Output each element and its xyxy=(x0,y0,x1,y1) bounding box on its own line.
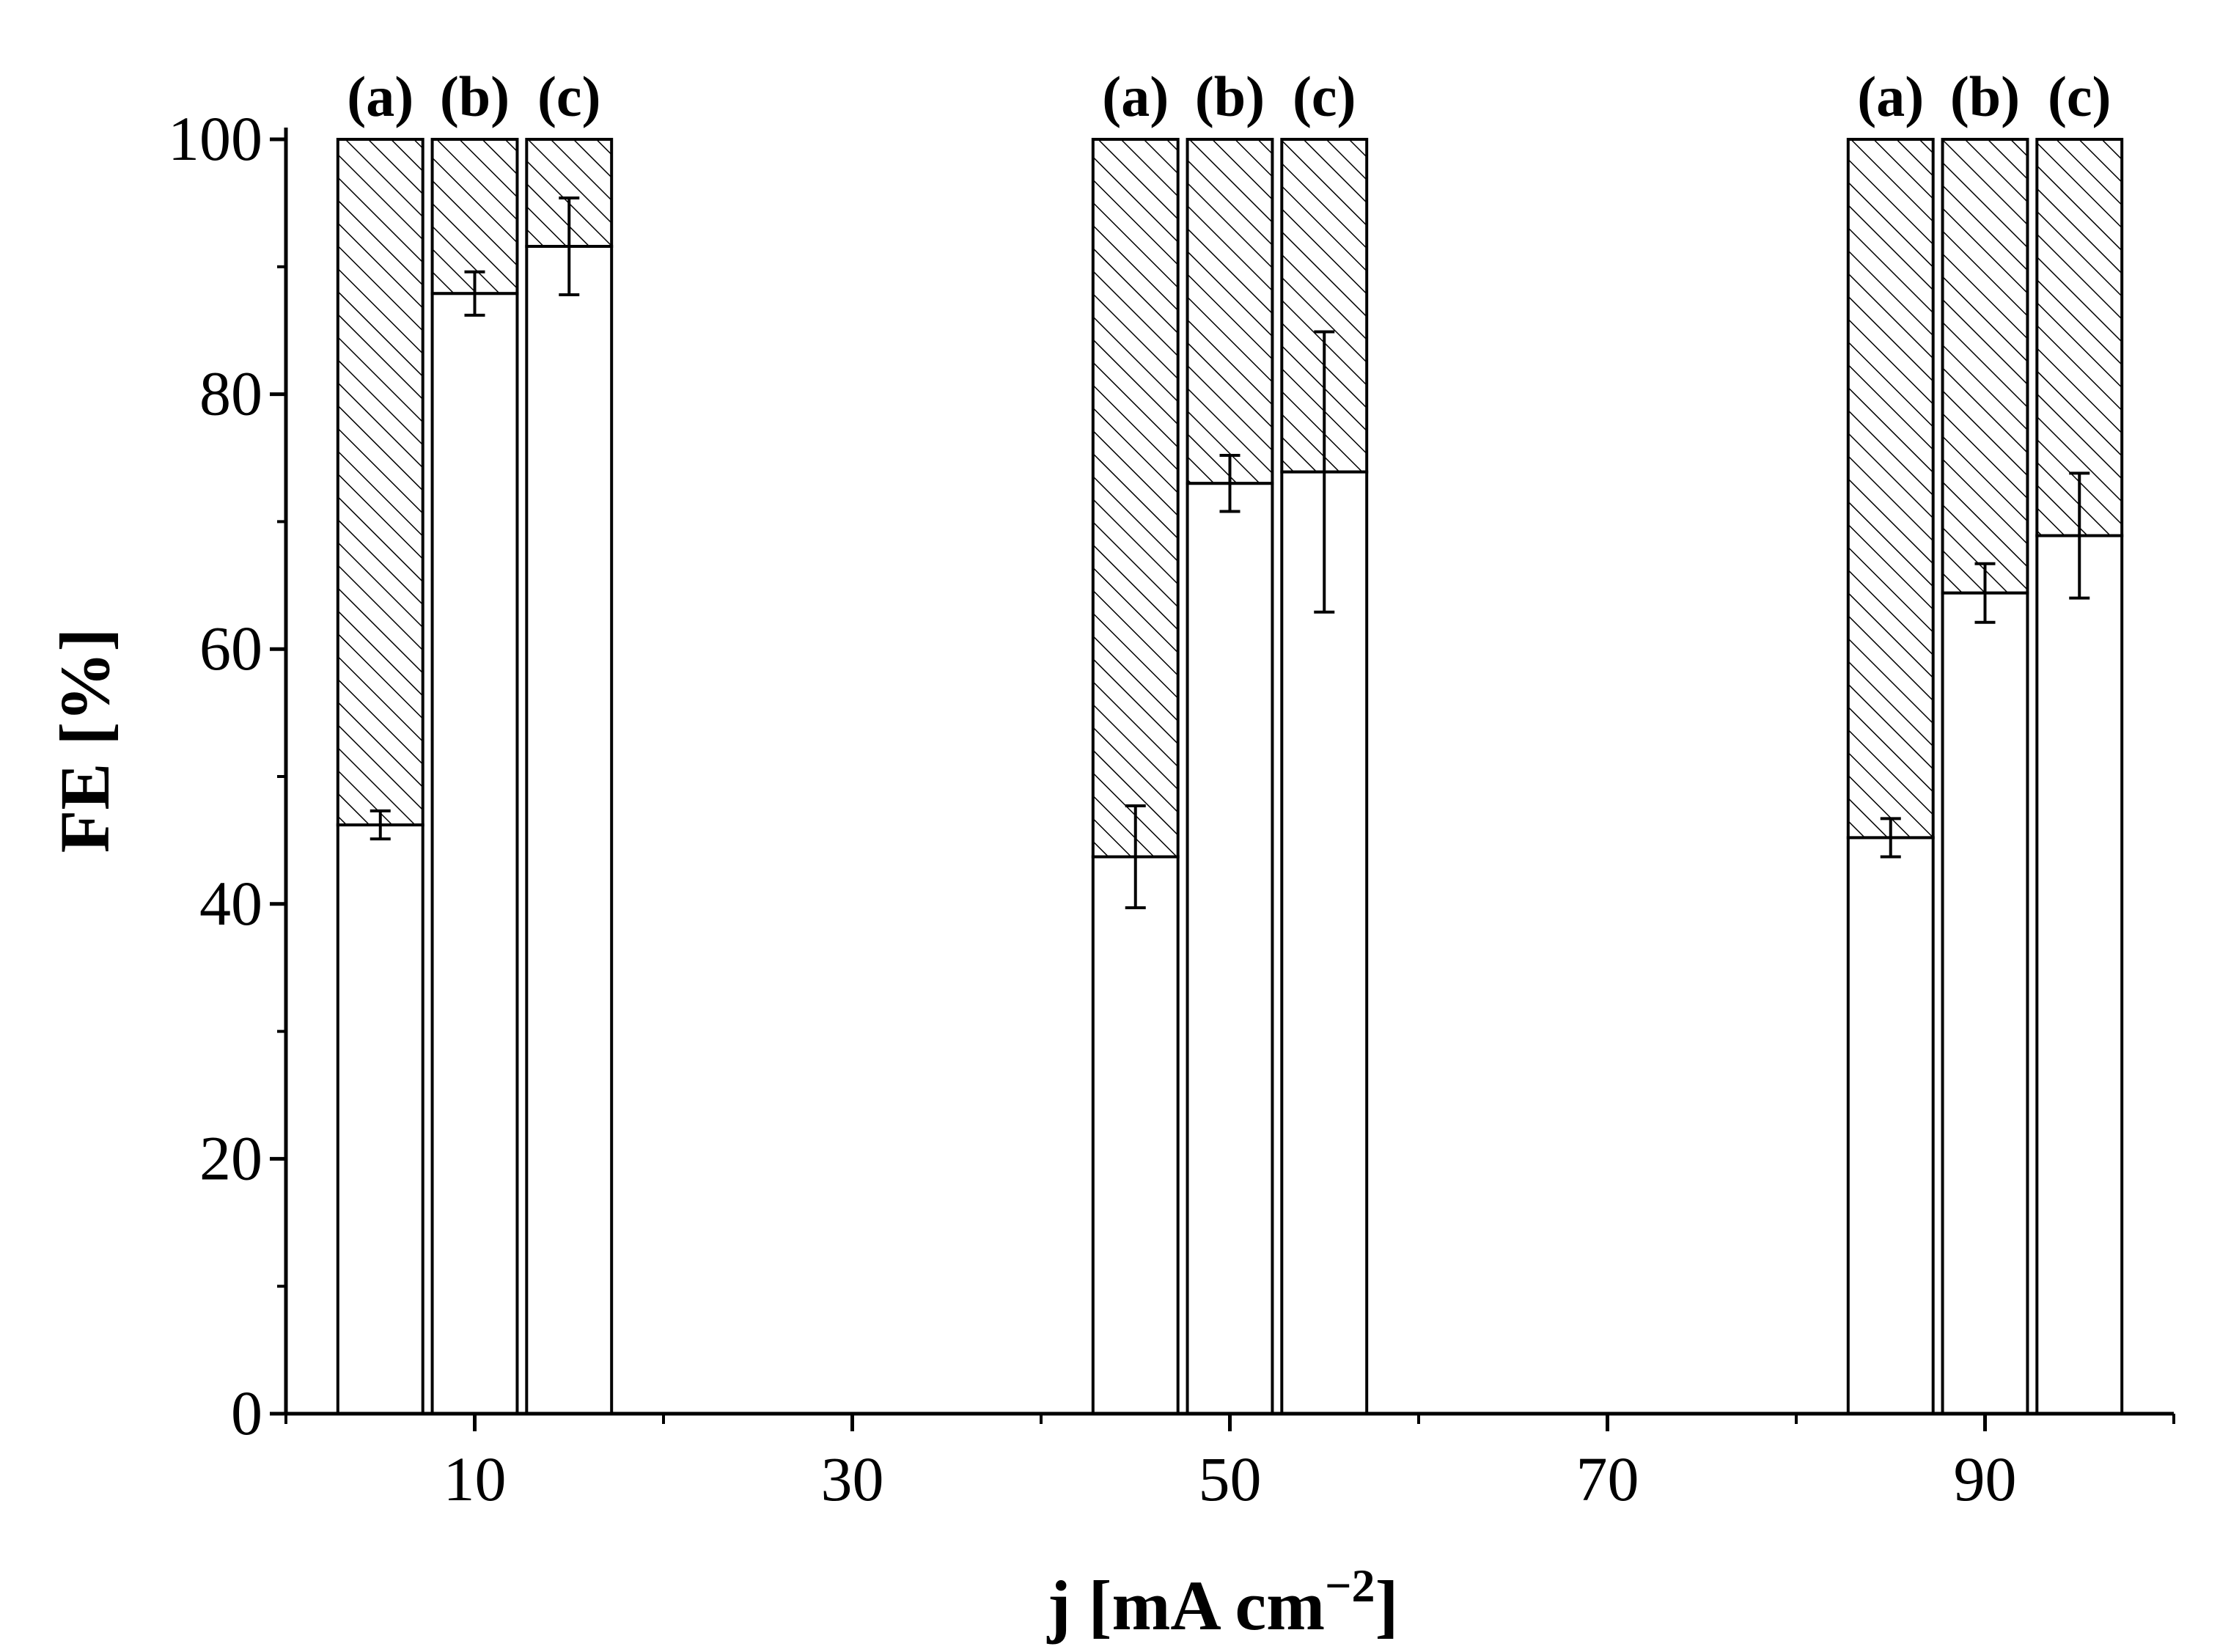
bar-hatched-segment-j90-b xyxy=(1941,138,2029,595)
bar-fe-segment-j90-a xyxy=(1846,836,1935,1415)
x-tick-label-90: 90 xyxy=(1954,1444,2017,1514)
y-tick-label-40: 40 xyxy=(199,868,262,939)
y-axis-title: FE [%] xyxy=(45,628,124,853)
bar-fe-segment-j50-c xyxy=(1280,470,1369,1415)
bar-fe-segment-j10-b xyxy=(430,292,519,1416)
bar-label-j10-b: (b) xyxy=(440,65,510,128)
y-tick-label-80: 80 xyxy=(199,359,262,429)
x-axis-title-sup: −2 xyxy=(1325,1560,1375,1612)
x-tick-label-30: 30 xyxy=(821,1444,884,1514)
y-tick-label-60: 60 xyxy=(199,613,262,683)
bar-hatched-segment-j50-b xyxy=(1186,138,1274,485)
bar-label-j50-a: (a) xyxy=(1102,65,1169,128)
y-tick-label-0: 0 xyxy=(231,1378,262,1448)
bar-fe-segment-j90-c xyxy=(2035,534,2124,1416)
bars-layer xyxy=(336,138,2124,1416)
x-axis-title: j [mA cm−2] xyxy=(1047,1560,1399,1645)
bar-label-j10-a: (a) xyxy=(347,65,414,128)
bar-fe-segment-j10-c xyxy=(525,244,614,1416)
bar-label-j50-c: (c) xyxy=(1293,65,1356,128)
bar-fe-segment-j50-a xyxy=(1091,855,1180,1415)
bar-hatched-segment-j90-c xyxy=(2035,138,2124,537)
bar-label-j90-b: (b) xyxy=(1950,65,2020,128)
bar-fe-segment-j90-b xyxy=(1941,591,2029,1415)
bar-fe-segment-j50-b xyxy=(1186,482,1274,1415)
bar-hatched-segment-j10-b xyxy=(430,138,519,295)
bar-hatched-segment-j10-a xyxy=(336,138,424,827)
x-tick-label-10: 10 xyxy=(444,1444,507,1514)
x-tick-label-50: 50 xyxy=(1199,1444,1262,1514)
bar-label-j90-a: (a) xyxy=(1857,65,1924,128)
bar-label-j90-c: (c) xyxy=(2048,65,2111,128)
bar-fe-segment-j10-a xyxy=(336,823,424,1415)
x-tick-label-70: 70 xyxy=(1576,1444,1639,1514)
bar-label-j50-b: (b) xyxy=(1195,65,1265,128)
bar-hatched-segment-j50-a xyxy=(1091,138,1180,859)
x-axis-title-main: j [mA cm xyxy=(1047,1566,1326,1645)
x-axis-title-close: ] xyxy=(1375,1566,1399,1645)
y-tick-label-20: 20 xyxy=(199,1123,262,1193)
axes-layer xyxy=(270,128,2175,1431)
bar-hatched-segment-j90-a xyxy=(1846,138,1935,840)
bar-label-j10-c: (c) xyxy=(537,65,601,128)
labels-layer: FE [%] j [mA cm−2] (a) (b) (c) (a) (b) (c) (a)… xyxy=(45,65,2111,1645)
y-tick-label-100: 100 xyxy=(168,103,262,174)
